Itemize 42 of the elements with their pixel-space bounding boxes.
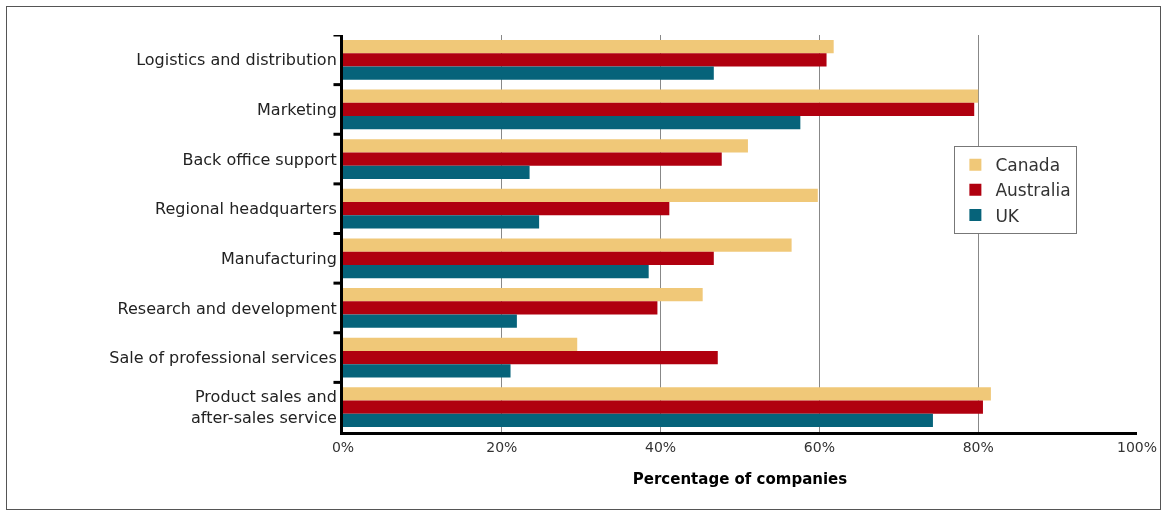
bar [343,288,703,302]
y-tick-label: Logistics and distribution [136,50,337,70]
y-tick-label: Sale of professional services [109,348,337,368]
bar [343,152,722,166]
bar [343,264,649,279]
bar [343,314,517,328]
bar [343,238,792,252]
bar [343,188,818,203]
y-tick-label: Marketing [257,100,337,120]
y-tick-label: Research and development [117,298,337,318]
bar [343,165,530,179]
x-tick-label: 60% [803,438,835,455]
x-tick-label: 80% [962,438,994,455]
x-tick-label: 0% [331,438,355,455]
legend-label: UK [995,205,1020,226]
bar [343,139,748,153]
bar [343,215,540,229]
x-tick-label: 40% [645,438,677,455]
bar [343,364,511,378]
bar [343,39,834,54]
bar [343,301,658,315]
y-tick-label: Product sales and after-sales service [191,387,337,428]
x-axis-title: Percentage of companies [632,469,848,488]
legend-label: Australia [995,180,1071,201]
bar [343,350,718,365]
y-tick-label: Back office support [182,149,337,169]
bar [343,53,827,67]
bar [343,251,714,265]
legend-label: Canada [995,155,1061,176]
bar [343,116,801,130]
x-tick-label: 20% [486,438,518,455]
y-tick-label: Manufacturing [220,248,337,268]
bar [343,89,979,103]
x-tick-label: 100% [1116,438,1158,455]
bar [343,387,991,401]
bar [343,66,714,80]
bar [343,202,670,216]
bar [343,400,983,414]
bar [343,413,933,428]
bar [343,337,578,351]
bar [343,102,975,117]
y-tick-label: Regional headquarters [155,199,337,219]
